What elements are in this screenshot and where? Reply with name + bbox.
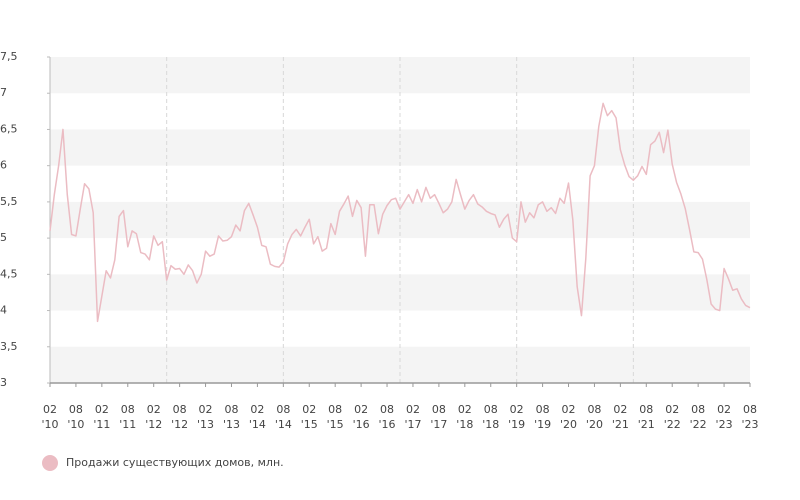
x-tick-label: 08'17	[430, 403, 447, 431]
y-tick-label: 3,5	[0, 340, 18, 353]
x-tick-label: 08'14	[275, 403, 292, 431]
x-tick-label: 08'11	[119, 403, 136, 431]
x-tick-label: 02'22	[664, 403, 681, 431]
x-tick-label: 02'12	[145, 403, 162, 431]
x-tick-label: 02'14	[249, 403, 266, 431]
x-tick-label: 02'15	[301, 403, 318, 431]
x-tick-label: 02'19	[508, 403, 525, 431]
legend-swatch	[42, 455, 58, 471]
x-tick-label: 08'10	[67, 403, 84, 431]
x-tick-label: 08'21	[638, 403, 655, 431]
y-tick-label: 5,5	[0, 195, 18, 208]
y-tick-label: 6,5	[0, 122, 18, 135]
y-tick-label: 5	[0, 231, 7, 244]
x-tick-label: 08'23	[741, 403, 758, 431]
x-tick-label: 02'20	[560, 403, 577, 431]
x-tick-label: 02'10	[41, 403, 58, 431]
x-tick-label: 02'11	[93, 403, 110, 431]
x-tick-label: 02'17	[404, 403, 421, 431]
x-tick-label: 08'22	[690, 403, 707, 431]
x-tick-label: 08'13	[223, 403, 240, 431]
x-tick-label: 08'12	[171, 403, 188, 431]
legend-label: Продажи существующих домов, млн.	[66, 456, 284, 469]
x-tick-label: 08'16	[379, 403, 396, 431]
y-tick-label: 7	[0, 86, 7, 99]
x-tick-label: 02'16	[353, 403, 370, 431]
y-tick-label: 6	[0, 159, 7, 172]
x-tick-label: 08'15	[327, 403, 344, 431]
y-tick-label: 3	[0, 376, 7, 389]
y-tick-label: 7,5	[0, 50, 18, 63]
x-tick-label: 08'20	[586, 403, 603, 431]
x-tick-label: 02'13	[197, 403, 214, 431]
x-tick-label: 02'18	[456, 403, 473, 431]
y-tick-label: 4	[0, 304, 7, 317]
x-tick-label: 02'21	[612, 403, 629, 431]
series-line	[49, 102, 751, 323]
x-tick-label: 08'18	[482, 403, 499, 431]
x-tick-label: 08'19	[534, 403, 551, 431]
x-tick-label: 02'23	[716, 403, 733, 431]
y-tick-label: 4,5	[0, 267, 18, 280]
